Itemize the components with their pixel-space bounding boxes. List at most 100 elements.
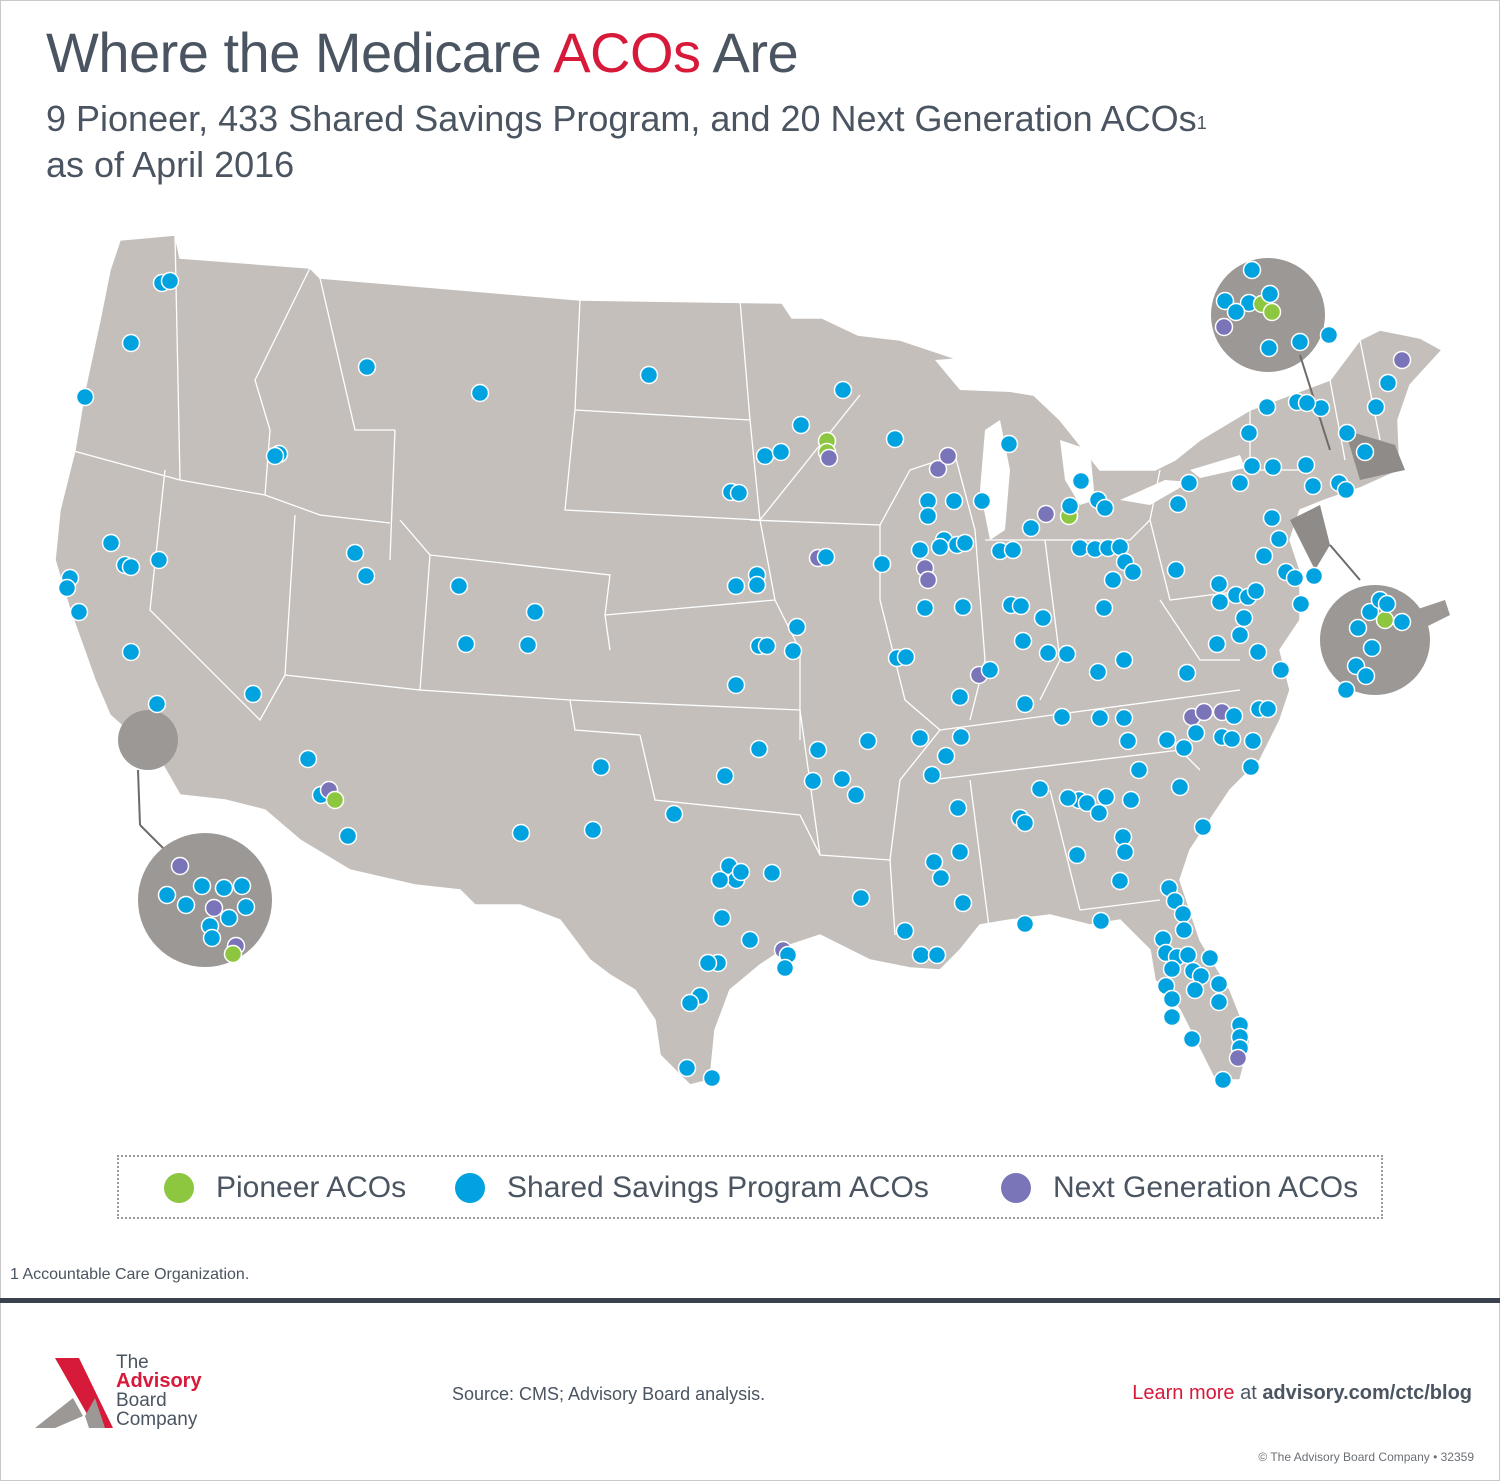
ssp-aco-marker [1186,723,1206,743]
ssp-aco-marker [243,684,263,704]
ssp-aco-marker [1348,618,1368,638]
advisory-board-logo-icon [35,1358,113,1428]
ssp-aco-marker [1038,643,1058,663]
ssp-aco-marker [1033,608,1053,628]
ssp-aco-marker [910,728,930,748]
ssp-aco-marker [787,617,807,637]
nextgen-aco-marker [1194,702,1214,722]
ssp-aco-marker [953,893,973,913]
ssp-aco-marker [1360,602,1380,622]
ssp-aco-marker [1015,813,1035,833]
ssp-aco-marker [511,823,531,843]
ssp-aco-marker [731,862,751,882]
aco-markers [57,260,1412,1090]
learn-more-url[interactable]: advisory.com/ctc/blog [1262,1382,1472,1404]
ssp-aco-marker [715,766,735,786]
ssp-aco-marker [1182,1029,1202,1049]
ssp-aco-marker [1242,260,1262,280]
ssp-aco-marker [1057,644,1077,664]
learn-more-at: at [1234,1382,1263,1404]
ssp-aco-marker [1185,980,1205,1000]
ssp-aco-marker [832,769,852,789]
ssp-aco-marker [757,636,777,656]
ssp-aco-marker [1290,332,1310,352]
ssp-aco-marker [1170,777,1190,797]
logo-wordmark: The Advisory Board Company [116,1353,202,1429]
ssp-aco-marker [803,771,823,791]
ssp-aco-marker [202,928,222,948]
ssp-aco-marker [729,483,749,503]
ssp-aco-marker [1021,518,1041,538]
nextgen-aco-marker [1392,350,1412,370]
ssp-aco-marker [1162,959,1182,979]
title-accent: ACOs [553,21,701,84]
ssp-aco-marker [755,446,775,466]
ssp-aco-marker [456,634,476,654]
learn-more-link[interactable]: Learn more at advisory.com/ctc/blog [1132,1382,1472,1405]
logo-line4: Company [116,1409,198,1430]
ssp-aco-marker [1209,574,1229,594]
ssp-aco-marker [951,727,971,747]
ssp-aco-marker [1094,598,1114,618]
logo-line3: Board [116,1390,167,1411]
ssp-aco-marker [726,576,746,596]
ssp-aco-marker [1174,920,1194,940]
ssp-aco-marker [1224,706,1244,726]
ssp-aco-marker [1179,473,1199,493]
nextgen-aco-marker [1036,504,1056,524]
learn-more-label[interactable]: Learn more [1132,1382,1235,1404]
ssp-aco-marker [1162,1007,1182,1027]
ssp-aco-marker [1091,911,1111,931]
ssp-aco-marker [1303,476,1323,496]
legend-dot-nextgen [1001,1173,1031,1203]
ssp-aco-marker [1013,631,1033,651]
ssp-aco-marker [1058,788,1078,808]
ssp-aco-marker [1177,663,1197,683]
ssp-aco-marker [1260,284,1280,304]
ssp-aco-marker [236,897,256,917]
subtitle-line2: as of April 2016 [46,144,295,185]
ssp-aco-marker [121,333,141,353]
ssp-aco-marker [749,739,769,759]
pioneer-aco-marker [1262,302,1282,322]
ssp-aco-marker [518,635,538,655]
pioneer-aco-marker [1375,610,1395,630]
ssp-aco-marker [1222,729,1242,749]
ssp-aco-marker [808,740,828,760]
ssp-aco-marker [356,566,376,586]
ssp-aco-marker [1071,471,1091,491]
ssp-aco-marker [858,731,878,751]
ssp-aco-marker [470,383,490,403]
ssp-aco-marker [1362,638,1382,658]
ssp-aco-marker [1254,546,1274,566]
nextgen-aco-marker [928,459,948,479]
ssp-aco-marker [1243,731,1263,751]
ssp-aco-marker [1297,393,1317,413]
ssp-aco-marker [1378,373,1398,393]
ssp-aco-marker [885,429,905,449]
ssp-aco-marker [1377,594,1397,614]
ssp-aco-marker [1262,508,1282,528]
ssp-aco-marker [922,765,942,785]
ssp-aco-marker [1355,442,1375,462]
ssp-aco-marker [1336,680,1356,700]
ssp-aco-marker [783,641,803,661]
ssp-aco-marker [953,597,973,617]
ssp-aco-marker [1269,529,1289,549]
ssp-aco-marker [1090,708,1110,728]
ssp-aco-marker [927,945,947,965]
ssp-aco-marker [1088,662,1108,682]
ssp-aco-marker [1337,423,1357,443]
legend-item-pioneer: Pioneer ACOs [164,1171,406,1205]
ssp-aco-marker [69,602,89,622]
ssp-aco-marker [639,365,659,385]
ssp-aco-marker [771,442,791,462]
ssp-aco-marker [1096,787,1116,807]
inset-new-york [1290,505,1450,695]
ssp-aco-marker [680,993,700,1013]
ssp-aco-marker [910,540,930,560]
subtitle-line1: 9 Pioneer, 433 Shared Savings Program, a… [46,98,1197,139]
nextgen-aco-marker [938,446,958,466]
ssp-aco-marker [851,888,871,908]
ssp-aco-marker [1110,871,1130,891]
